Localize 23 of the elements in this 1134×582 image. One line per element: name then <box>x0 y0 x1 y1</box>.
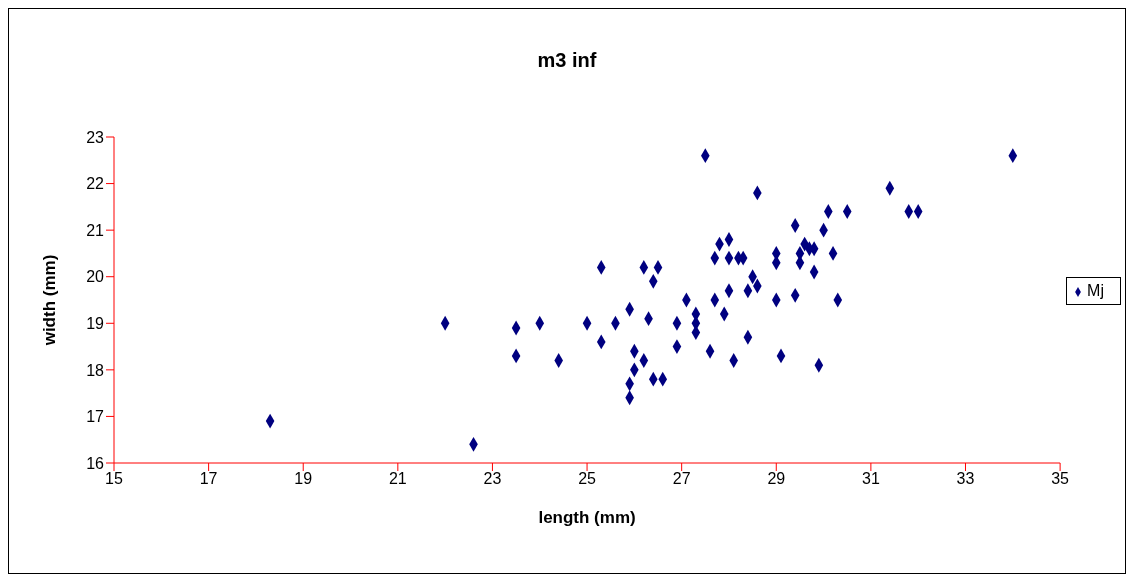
x-tick-label: 15 <box>105 470 123 488</box>
x-tick-label: 33 <box>956 470 975 488</box>
x-tick-label: 27 <box>672 470 691 488</box>
y-tick-label: 23 <box>86 128 105 146</box>
y-tick-label: 22 <box>86 175 105 193</box>
y-tick-label: 20 <box>86 268 105 286</box>
chart-title: m3 inf <box>536 49 598 72</box>
y-tick-label: 18 <box>86 361 105 379</box>
y-tick-label: 17 <box>86 408 105 426</box>
x-tick-label: 23 <box>483 470 502 488</box>
x-tick-label: 21 <box>388 470 407 488</box>
x-axis-title: length (mm) <box>538 508 636 527</box>
y-tick-label: 19 <box>86 314 105 332</box>
x-tick-label: 19 <box>294 470 313 488</box>
y-tick-label: 16 <box>86 454 105 472</box>
x-tick-label: 31 <box>861 470 880 488</box>
x-tick-label: 25 <box>578 470 597 488</box>
y-axis-title: width (mm) <box>40 254 60 347</box>
x-tick-label: 17 <box>199 470 218 488</box>
legend-label: Mj <box>1087 282 1104 299</box>
x-tick-label: 29 <box>767 470 786 488</box>
y-tick-label: 21 <box>86 221 105 239</box>
x-tick-label: 35 <box>1051 470 1070 488</box>
